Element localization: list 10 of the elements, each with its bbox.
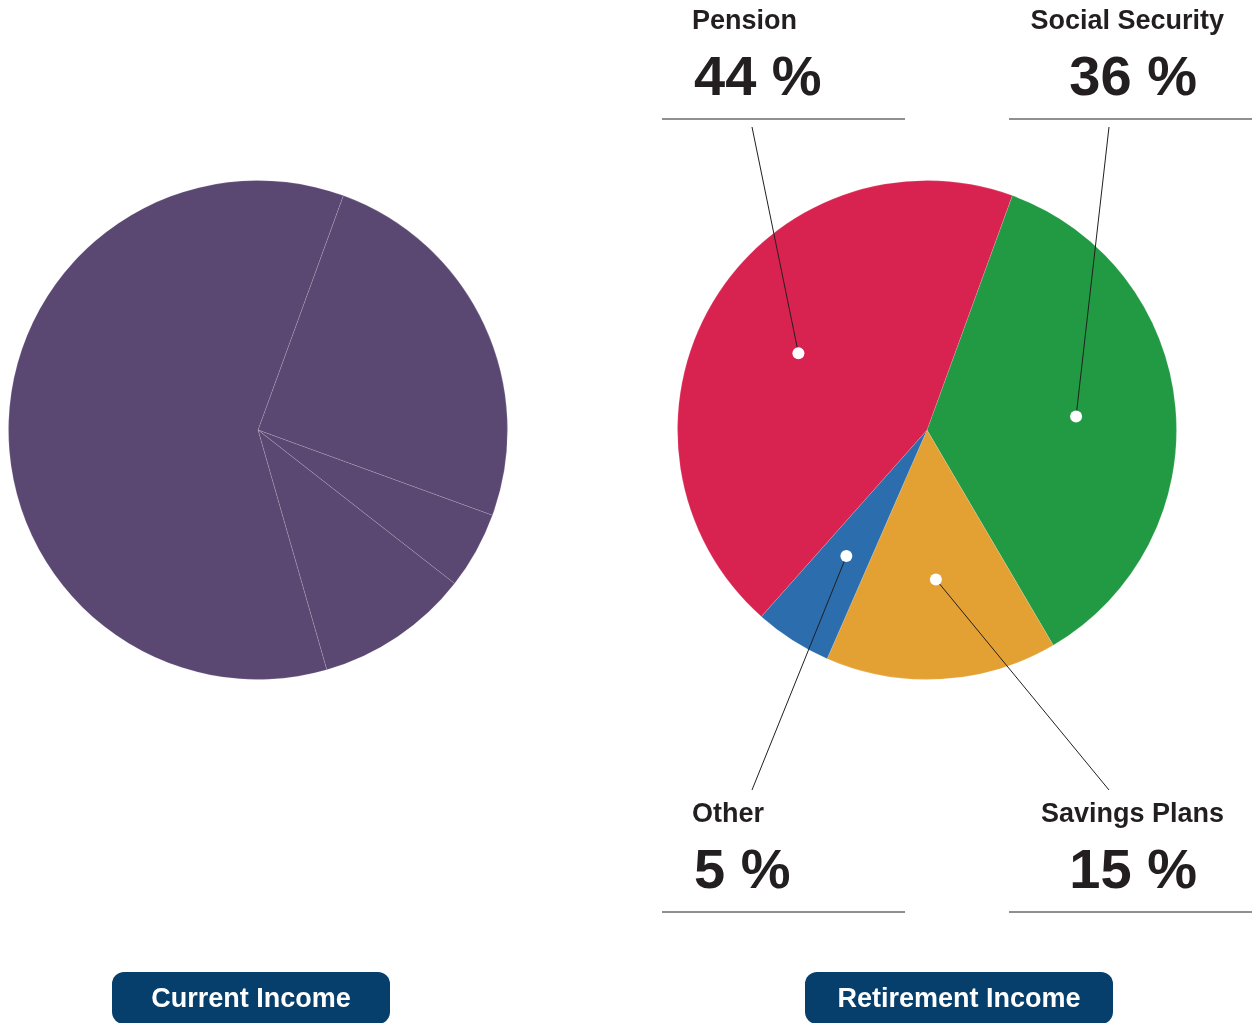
slice-label: Pension (692, 5, 798, 36)
data-label: 5 % (694, 837, 791, 901)
slice-label: Savings Plans (1040, 798, 1224, 829)
slice-label: Social Security (1030, 5, 1224, 36)
text: Current Income (112, 972, 390, 1023)
data-label: 15 % (1069, 837, 1197, 901)
slice-label: Other (692, 798, 765, 829)
text: Retirement Income (805, 972, 1113, 1023)
data-label: 44 % (694, 44, 822, 108)
data-label: 36 % (1069, 44, 1197, 108)
